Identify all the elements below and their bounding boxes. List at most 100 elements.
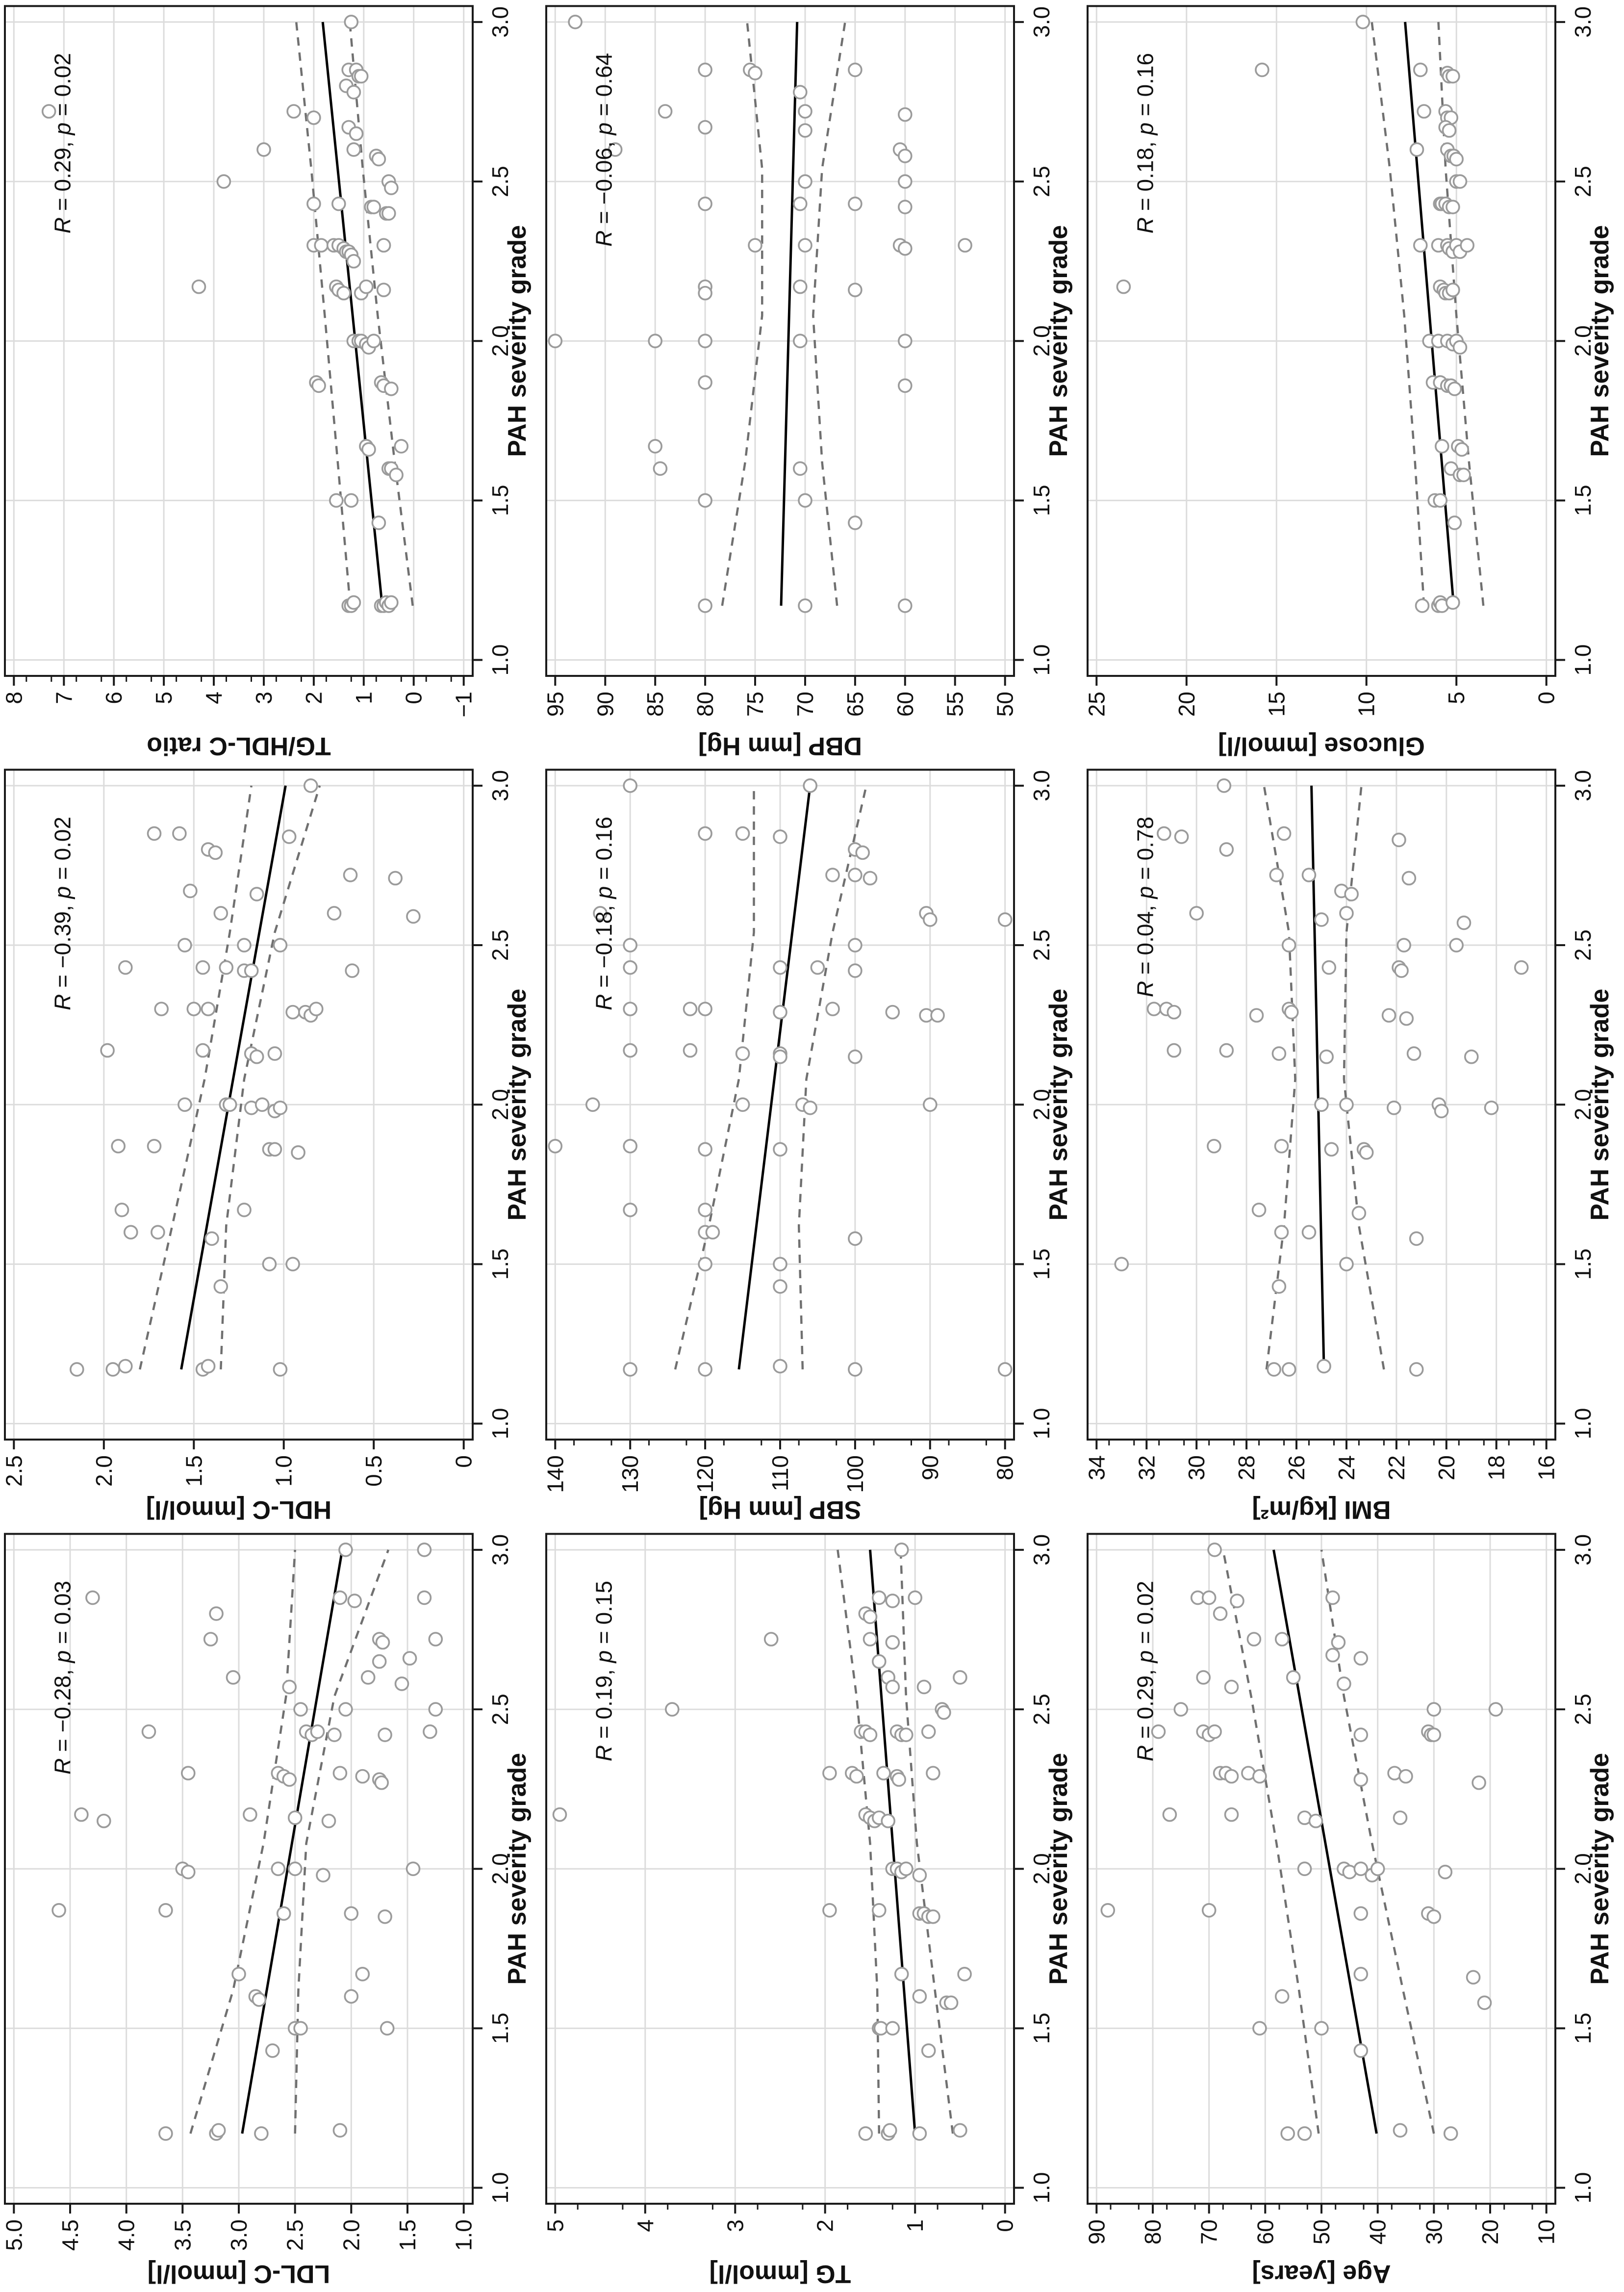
scatter-points — [1116, 14, 1475, 613]
svg-text:0.5: 0.5 — [361, 1455, 386, 1487]
ci-upper-line — [1370, 22, 1425, 606]
svg-text:25: 25 — [1084, 692, 1109, 717]
y-axis: −1 0 1 2 3 4 5 6 7 8 — [1, 675, 477, 717]
svg-text:3: 3 — [251, 692, 277, 704]
svg-text:40: 40 — [1365, 2219, 1391, 2244]
svg-text:75: 75 — [742, 692, 768, 717]
subplot-tg: 1.0 1.5 2.0 2.5 3.0 0 1 2 3 4 5 PAH severity grade T… — [542, 1533, 1073, 2288]
svg-text:3.0: 3.0 — [1570, 770, 1596, 801]
svg-text:2.0: 2.0 — [1570, 1853, 1596, 1884]
svg-text:90: 90 — [592, 692, 618, 717]
svg-text:0: 0 — [1534, 692, 1559, 704]
svg-text:1: 1 — [351, 692, 377, 704]
svg-text:7: 7 — [51, 692, 76, 704]
ci-upper-line — [1222, 1549, 1320, 2134]
svg-text:1: 1 — [902, 2219, 928, 2232]
y-axis-title: TG/HDL-C ratio — [147, 732, 330, 760]
y-axis: 0 0.5 1.0 1.5 2.0 2.5 — [1, 1440, 477, 1487]
subplot-age: 1.0 1.5 2.0 2.5 3.0 10 20 30 40 50 60 70 80 90 PAH sev… — [1084, 1533, 1614, 2288]
svg-text:2.0: 2.0 — [91, 1455, 117, 1487]
y-axis-title: HDL-C [mmol/l] — [146, 1495, 331, 1524]
svg-text:70: 70 — [792, 692, 818, 717]
svg-text:28: 28 — [1234, 1455, 1259, 1480]
gridlines — [1088, 1534, 1555, 2204]
correlation-annotation: R = 0.19, p = 0.15 — [591, 1581, 617, 1761]
subplot-glucose: 1.0 1.5 2.0 2.5 3.0 0 5 10 15 20 25 PAH severity gr… — [1084, 5, 1614, 760]
svg-text:5.0: 5.0 — [1, 2219, 26, 2251]
svg-text:2.5: 2.5 — [487, 1694, 513, 1725]
svg-text:2.0: 2.0 — [1570, 1089, 1596, 1121]
svg-text:2.0: 2.0 — [1029, 1853, 1054, 1884]
svg-text:2.5: 2.5 — [1570, 1694, 1596, 1725]
svg-text:4.5: 4.5 — [57, 2219, 83, 2251]
svg-text:22: 22 — [1384, 1455, 1409, 1480]
svg-text:3: 3 — [722, 2219, 748, 2232]
svg-text:1.5: 1.5 — [487, 485, 513, 516]
svg-text:2.0: 2.0 — [338, 2219, 364, 2251]
svg-text:30: 30 — [1421, 2219, 1446, 2244]
svg-text:1.5: 1.5 — [1570, 2012, 1596, 2044]
svg-text:1.5: 1.5 — [1029, 485, 1054, 516]
scatter-points — [41, 14, 409, 613]
x-axis: 1.0 1.5 2.0 2.5 3.0 — [1555, 6, 1596, 675]
svg-text:4: 4 — [201, 692, 227, 704]
svg-text:1.0: 1.0 — [451, 2219, 477, 2251]
y-axis-title: DBP [mm Hg] — [698, 732, 862, 760]
svg-text:1.0: 1.0 — [271, 1455, 297, 1487]
svg-text:4: 4 — [633, 2219, 658, 2232]
correlation-annotation: R = −0.39, p = 0.02 — [50, 817, 76, 1010]
svg-text:1.5: 1.5 — [1029, 1249, 1054, 1280]
x-axis: 1.0 1.5 2.0 2.5 3.0 — [1555, 1534, 1596, 2204]
svg-text:60: 60 — [892, 692, 918, 717]
svg-text:0: 0 — [401, 692, 427, 704]
svg-text:1.5: 1.5 — [1570, 485, 1596, 516]
y-axis-title: Glucose [mmol/l] — [1218, 732, 1425, 760]
y-axis-title: BMI [kg/m²] — [1252, 1495, 1391, 1524]
correlation-annotation: R = 0.04, p = 0.78 — [1133, 817, 1158, 997]
x-axis: 1.0 1.5 2.0 2.5 3.0 — [473, 770, 513, 1440]
svg-text:1.5: 1.5 — [487, 2012, 513, 2044]
trend-line — [321, 22, 383, 606]
svg-text:3.0: 3.0 — [1570, 1534, 1596, 1566]
scatter-points — [70, 778, 421, 1377]
trend-line — [1310, 786, 1325, 1370]
svg-text:10: 10 — [1534, 2219, 1559, 2244]
y-axis-title: TG [mmol/l] — [710, 2260, 851, 2288]
correlation-annotation: R = −0.18, p = 0.16 — [591, 817, 617, 1010]
svg-text:26: 26 — [1284, 1455, 1309, 1480]
svg-text:1.0: 1.0 — [1029, 1408, 1054, 1440]
correlation-annotation: R = 0.29, p = 0.02 — [50, 53, 76, 233]
x-axis: 1.0 1.5 2.0 2.5 3.0 — [1014, 1534, 1054, 2204]
svg-text:5: 5 — [542, 2219, 568, 2232]
scatter-points — [548, 14, 972, 613]
x-axis-title: PAH severity grade — [503, 1753, 532, 1985]
gridlines — [5, 6, 473, 676]
subplot-hdl-c: 1.0 1.5 2.0 2.5 3.0 0 0.5 1.0 1.5 2.0 2.5 PAH sever… — [1, 769, 532, 1524]
svg-text:80: 80 — [1140, 2219, 1166, 2244]
svg-text:80: 80 — [692, 692, 718, 717]
x-axis-title: PAH severity grade — [1044, 989, 1073, 1221]
svg-text:1.0: 1.0 — [1570, 2172, 1596, 2204]
y-axis-title: Age [years] — [1252, 2260, 1391, 2288]
ci-lower-line — [220, 785, 321, 1370]
svg-text:5: 5 — [1444, 692, 1469, 704]
svg-text:70: 70 — [1196, 2219, 1222, 2244]
svg-text:2.5: 2.5 — [1029, 1694, 1054, 1725]
svg-text:1.0: 1.0 — [1570, 1408, 1596, 1440]
svg-text:130: 130 — [617, 1455, 643, 1493]
ci-lower-line — [1343, 785, 1385, 1370]
svg-text:8: 8 — [1, 692, 26, 704]
svg-text:110: 110 — [767, 1455, 793, 1491]
scatter-points — [1114, 778, 1529, 1377]
svg-text:6: 6 — [101, 692, 127, 704]
svg-text:20: 20 — [1174, 692, 1199, 717]
svg-text:100: 100 — [842, 1455, 868, 1493]
svg-text:3.0: 3.0 — [1029, 770, 1054, 801]
subplot-dbp: 1.0 1.5 2.0 2.5 3.0 50 55 60 65 70 75 80 85 90 95 PAH s… — [542, 5, 1073, 760]
svg-text:1.5: 1.5 — [181, 1455, 206, 1487]
trend-line — [737, 785, 812, 1370]
scatter-points — [548, 778, 1013, 1377]
ci-lower-line — [1320, 1549, 1435, 2134]
trend-line — [869, 1549, 916, 2134]
scatter-points — [552, 1543, 972, 2141]
